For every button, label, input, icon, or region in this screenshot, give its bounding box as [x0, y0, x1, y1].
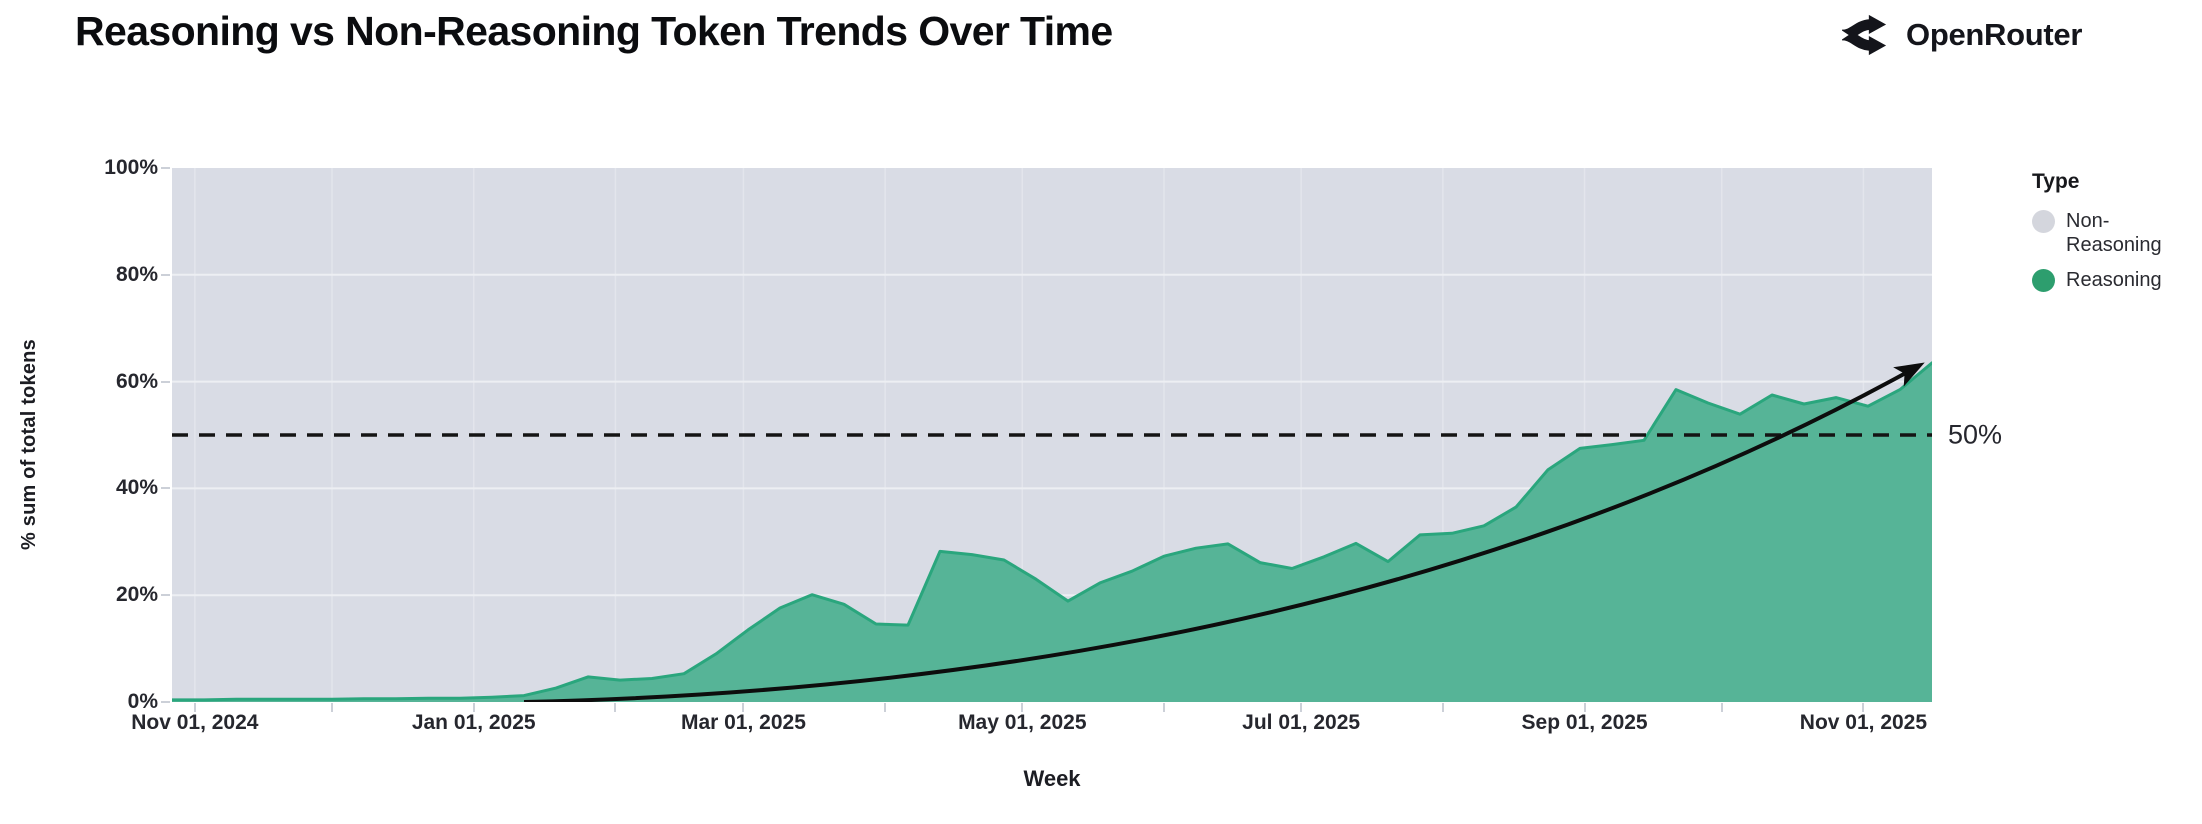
x-tick-label: May 01, 2025: [958, 711, 1087, 734]
y-tick-label: 20%: [115, 583, 158, 607]
y-tick-label: 60%: [115, 369, 158, 393]
y-tick-mark: [161, 594, 170, 597]
y-tick-mark: [161, 487, 170, 490]
legend-label: Non-Reasoning: [2066, 210, 2162, 256]
y-tick-label: 0%: [127, 690, 158, 713]
x-tick-label: Jul 01, 2025: [1242, 711, 1361, 734]
x-tick-mark: [472, 703, 475, 712]
reasoning-swatch: [2032, 269, 2055, 293]
y-tick-mark: [161, 380, 170, 383]
plot-area: [172, 168, 1932, 702]
x-tick-mark: [742, 703, 745, 712]
reference-line-label: 50%: [1948, 419, 2003, 450]
x-tick-mark: [1720, 703, 1723, 712]
x-tick-label: Jan 01, 2025: [411, 711, 536, 734]
y-tick-mark: [161, 167, 170, 169]
page-title: Reasoning vs Non-Reasoning Token Trends …: [75, 8, 1113, 54]
x-tick-mark: [1583, 703, 1586, 712]
x-tick-label: Mar 01, 2025: [680, 711, 806, 734]
stacked-area-chart: [172, 168, 1932, 702]
x-tick-mark: [884, 703, 887, 712]
y-tick-label: 80%: [115, 262, 158, 286]
x-tick-mark: [193, 703, 196, 712]
x-tick-mark: [1862, 703, 1865, 712]
x-tick-label: Sep 01, 2025: [1521, 711, 1648, 734]
y-axis-title: % sum of total tokens: [18, 339, 40, 551]
y-tick-mark: [161, 273, 170, 276]
x-tick-label: Nov 01, 2024: [131, 711, 259, 734]
x-tick-mark: [1021, 703, 1024, 712]
x-tick-mark: [1163, 703, 1165, 712]
legend-label: Reasoning: [2066, 269, 2162, 292]
brand-logo: OpenRouter: [1837, 12, 2083, 58]
openrouter-icon: [1837, 12, 1892, 58]
x-tick-mark: [331, 703, 333, 712]
x-tick-mark: [1300, 703, 1303, 712]
x-tick-label: Nov 01, 2025: [1799, 711, 1928, 734]
brand-name: OpenRouter: [1906, 17, 2083, 52]
x-tick-mark: [1441, 703, 1444, 712]
x-axis-title: Week: [1023, 766, 1081, 791]
legend-item-non-reasoning: Non-Reasoning: [2032, 210, 2200, 257]
y-tick-label: 40%: [115, 476, 158, 500]
non-reasoning-swatch: [2032, 210, 2055, 233]
legend-title: Type: [2032, 170, 2080, 193]
legend-item-reasoning: Reasoning: [2032, 269, 2200, 293]
x-tick-mark: [614, 703, 617, 712]
y-tick-label: 100%: [104, 156, 158, 179]
legend: Type Non-Reasoning Reasoning: [2032, 170, 2200, 305]
y-tick-mark: [161, 701, 170, 703]
